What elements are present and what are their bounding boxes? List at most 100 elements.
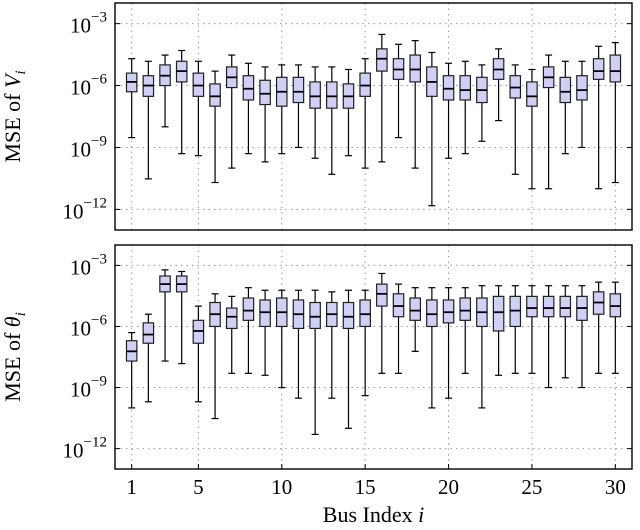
box-bus-26 — [542, 54, 555, 190]
box-bus-29 — [592, 281, 605, 374]
box-iqr — [609, 54, 622, 83]
panel-mse-voltage: 10−3 10−6 10−9 10−12 MSE of Vi — [0, 2, 633, 231]
box-iqr — [142, 322, 155, 344]
box-bus-10 — [275, 289, 288, 389]
box-bus-29 — [592, 45, 605, 190]
x-tick-label: 15 — [355, 475, 376, 499]
y-tick-label: 10−6 — [70, 72, 107, 100]
box-bus-3 — [159, 269, 171, 362]
box-bus-8 — [242, 62, 255, 155]
box-bus-24 — [509, 285, 522, 374]
box-bus-15 — [359, 289, 371, 397]
box-bus-7 — [225, 54, 238, 169]
x-tick-label: 25 — [521, 475, 542, 499]
box-bus-12 — [309, 66, 321, 159]
box-bus-6 — [209, 70, 221, 184]
box-bus-26 — [542, 285, 555, 389]
box-bus-22 — [476, 64, 488, 142]
box-bus-8 — [242, 287, 255, 374]
y-tick-label: 10−3 — [70, 10, 107, 38]
y-tick-label: 10−9 — [70, 133, 107, 161]
y-tick-label: 10−12 — [63, 435, 107, 463]
box-iqr — [576, 75, 588, 101]
box-bus-14 — [342, 68, 355, 157]
box-bus-23 — [492, 48, 505, 122]
box-iqr — [409, 54, 421, 83]
box-iqr — [426, 299, 438, 328]
box-iqr — [459, 297, 472, 321]
box-bus-11 — [292, 289, 305, 399]
box-bus-17 — [392, 283, 405, 374]
box-bus-2 — [142, 60, 155, 180]
box-bus-1 — [125, 331, 138, 409]
box-iqr — [409, 297, 421, 321]
box-bus-18 — [409, 287, 421, 352]
box-iqr — [309, 301, 321, 330]
box-bus-28 — [576, 285, 588, 389]
box-bus-7 — [225, 295, 238, 374]
box-bus-15 — [359, 58, 371, 169]
box-iqr — [342, 301, 355, 330]
box-bus-4 — [175, 270, 188, 365]
box-iqr — [442, 75, 455, 101]
box-iqr — [459, 75, 472, 101]
box-iqr — [559, 295, 572, 318]
x-tick-label: 30 — [605, 475, 626, 499]
box-bus-24 — [509, 64, 522, 175]
box-bus-18 — [409, 40, 421, 169]
box-bus-19 — [426, 51, 438, 207]
box-bus-6 — [209, 293, 221, 420]
y-tick-label: 10−9 — [70, 374, 107, 402]
x-axis-label: Bus Index i — [323, 502, 424, 527]
box-iqr — [259, 79, 271, 106]
box-bus-23 — [492, 285, 505, 376]
box-iqr — [376, 48, 388, 72]
box-bus-21 — [459, 287, 472, 374]
box-iqr — [292, 76, 305, 104]
box-bus-13 — [326, 291, 338, 399]
x-tick-label: 20 — [438, 475, 459, 499]
x-tick-label: 1 — [126, 475, 137, 499]
box-iqr — [376, 283, 388, 307]
box-bus-13 — [326, 66, 338, 175]
box-iqr — [526, 81, 538, 107]
box-iqr — [542, 295, 555, 318]
box-iqr — [526, 295, 538, 318]
box-bus-2 — [142, 313, 155, 403]
y-axis-label: MSE of θi — [0, 312, 29, 402]
y-tick-label: 10−12 — [63, 195, 107, 223]
box-bus-28 — [576, 60, 588, 149]
box-bus-3 — [159, 54, 171, 128]
box-bus-5 — [192, 305, 205, 403]
x-tick-label: 10 — [271, 475, 292, 499]
box-bus-22 — [476, 285, 488, 409]
box-bus-30 — [609, 281, 622, 374]
y-tick-label: 10−6 — [70, 312, 107, 340]
axes-frame — [114, 244, 633, 470]
box-bus-25 — [526, 285, 538, 374]
box-bus-27 — [559, 285, 572, 379]
box-bus-1 — [125, 58, 138, 139]
box-bus-16 — [376, 272, 388, 374]
box-iqr — [259, 299, 271, 328]
box-iqr — [326, 81, 338, 109]
box-iqr — [559, 76, 572, 104]
box-iqr — [309, 81, 321, 109]
box-bus-16 — [376, 33, 388, 163]
box-iqr — [592, 58, 605, 80]
box-bus-11 — [292, 64, 305, 149]
box-bus-17 — [392, 43, 405, 139]
box-bus-5 — [192, 60, 205, 157]
box-iqr — [242, 297, 255, 321]
box-bus-20 — [442, 287, 455, 399]
box-iqr — [209, 83, 221, 107]
box-iqr — [359, 299, 371, 328]
axes-frame — [114, 2, 633, 231]
x-tick-label: 5 — [193, 475, 204, 499]
box-bus-30 — [609, 42, 622, 184]
box-bus-9 — [259, 289, 271, 376]
y-tick-label: 10−3 — [70, 251, 107, 279]
box-bus-9 — [259, 66, 271, 163]
